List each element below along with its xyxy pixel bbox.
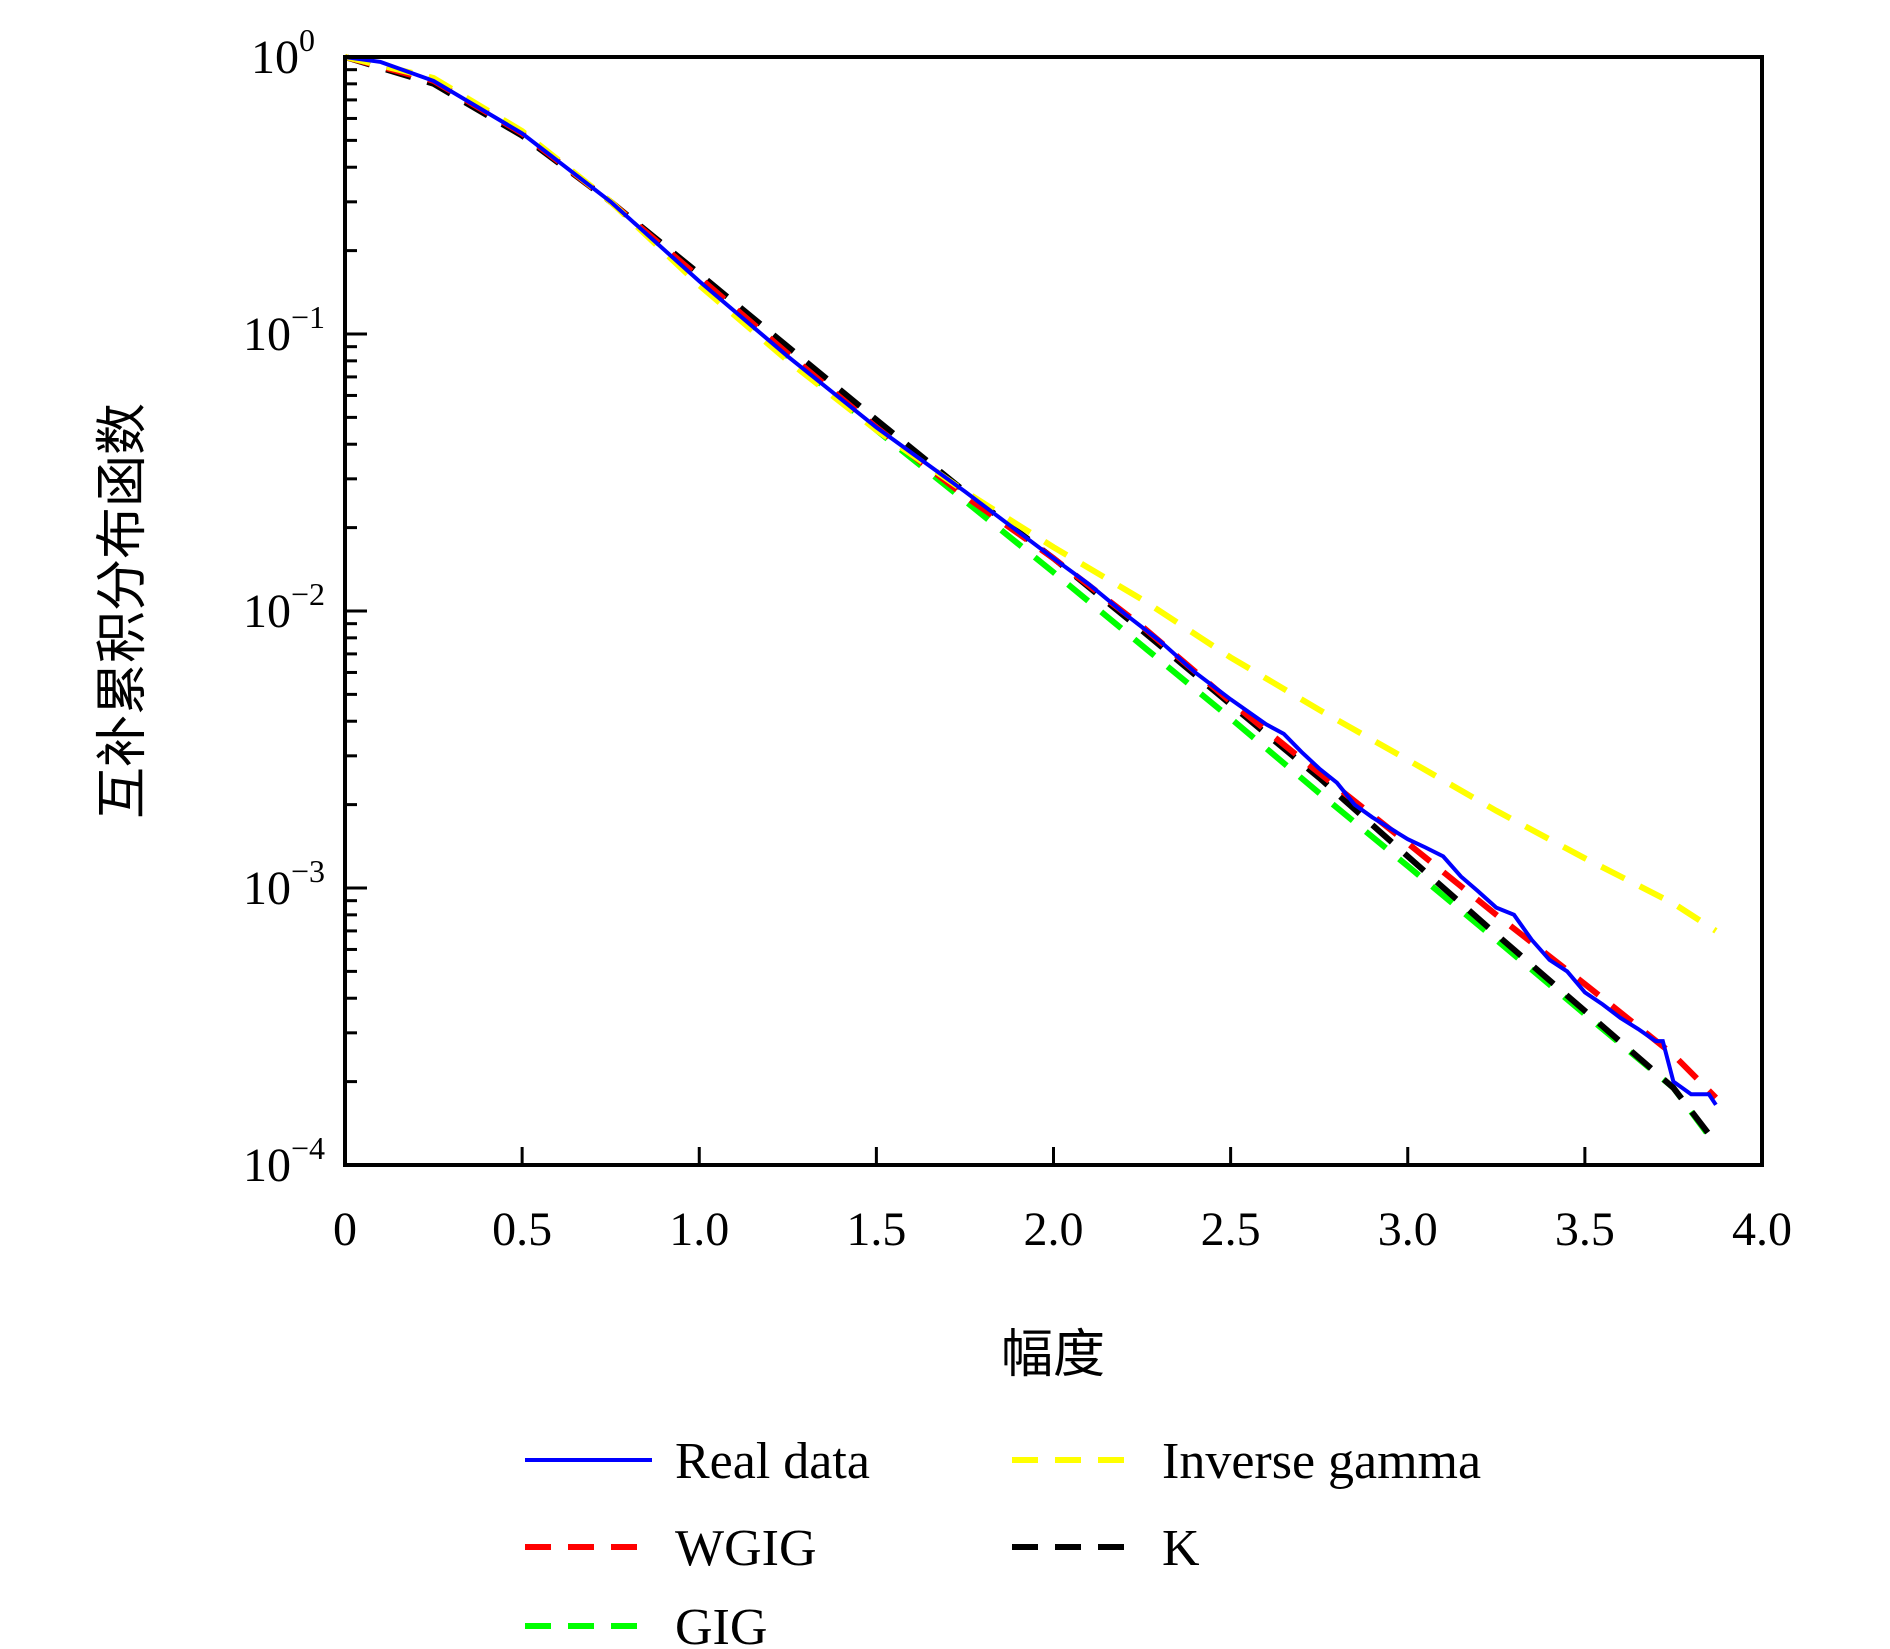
series-line-gig bbox=[344, 54, 1719, 1147]
y-tick-label: 10−3 bbox=[243, 853, 325, 915]
series-line-wgig bbox=[344, 54, 1719, 1100]
y-tick-label: 10−2 bbox=[243, 576, 325, 638]
legend-label: Real data bbox=[675, 1433, 870, 1490]
x-tick-label: 4.0 bbox=[1732, 1203, 1792, 1256]
legend: Real data Inverse gamma WGIG K GIG bbox=[525, 1433, 1481, 1649]
legend-item-real-data: Real data bbox=[525, 1433, 870, 1490]
legend-item-inverse-gamma: Inverse gamma bbox=[1012, 1433, 1481, 1490]
series-line-real-data bbox=[344, 55, 1718, 1106]
x-tick-label: 3.0 bbox=[1378, 1203, 1438, 1256]
plot-frame bbox=[343, 55, 1764, 1167]
series-layer bbox=[344, 54, 1719, 1147]
legend-label: K bbox=[1162, 1520, 1200, 1577]
legend-label: WGIG bbox=[675, 1520, 817, 1577]
legend-label: GIG bbox=[675, 1599, 767, 1649]
x-tick-label: 2.5 bbox=[1201, 1203, 1261, 1256]
legend-label: Inverse gamma bbox=[1162, 1433, 1481, 1490]
series-line-inverse-gamma bbox=[344, 54, 1718, 934]
x-tick-label: 0 bbox=[333, 1203, 357, 1256]
y-axis-label: 互补累积分布函数 bbox=[93, 403, 153, 819]
x-tick-label: 2.0 bbox=[1024, 1203, 1084, 1256]
y-tick-label: 10−1 bbox=[243, 299, 325, 361]
y-tick-label: 100 bbox=[251, 22, 315, 84]
x-tick-label: 1.0 bbox=[669, 1203, 729, 1256]
x-tick-label: 1.5 bbox=[846, 1203, 906, 1256]
ticks-layer: 0 0.5 1.0 1.5 2.0 2.5 3.0 3.5 4.0 100 10−1 10−2 10−3… bbox=[243, 22, 1792, 1256]
legend-item-gig: GIG bbox=[525, 1599, 767, 1649]
y-tick-label: 10−4 bbox=[243, 1130, 325, 1192]
legend-item-wgig: WGIG bbox=[525, 1520, 817, 1577]
x-axis-label: 幅度 bbox=[1001, 1325, 1105, 1385]
x-tick-label: 0.5 bbox=[492, 1203, 552, 1256]
x-tick-label: 3.5 bbox=[1555, 1203, 1615, 1256]
series-line-k bbox=[344, 54, 1719, 1145]
legend-item-k: K bbox=[1012, 1520, 1200, 1577]
